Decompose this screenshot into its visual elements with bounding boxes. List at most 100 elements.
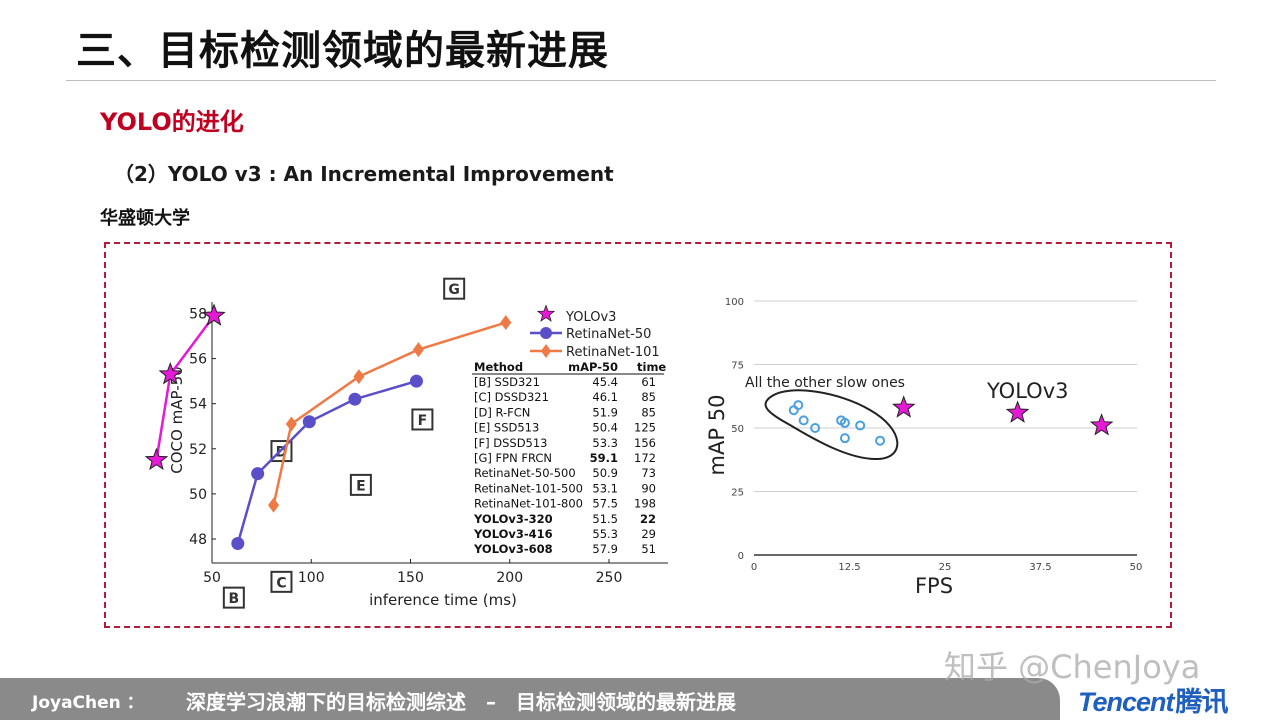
left-x-tick-label: 200 bbox=[496, 570, 523, 586]
logo-cn: 腾讯 bbox=[1175, 687, 1229, 717]
right-x-tick-label: 12.5 bbox=[838, 562, 860, 573]
series-line-retinanet-50 bbox=[236, 379, 417, 544]
table-cell-map: 45.4 bbox=[592, 375, 618, 389]
table-cell-method: YOLOv3-320 bbox=[473, 512, 553, 526]
table-cell-time: 125 bbox=[634, 421, 656, 435]
table-cell-map: 51.9 bbox=[592, 405, 618, 419]
method-box-label: D bbox=[276, 445, 288, 461]
left-x-tick-label: 150 bbox=[397, 570, 424, 586]
series-line-retinanet-101 bbox=[272, 321, 507, 506]
left-x-tick-label: 50 bbox=[203, 570, 221, 586]
right-y-tick-label: 25 bbox=[731, 488, 744, 499]
table-cell-time: 156 bbox=[634, 436, 656, 450]
left-y-tick-label: 52 bbox=[189, 442, 207, 458]
slow-method-point bbox=[793, 400, 804, 411]
right-y-tick-label: 0 bbox=[738, 551, 744, 562]
table-header-time: time bbox=[637, 360, 666, 374]
retinanet50-point bbox=[231, 537, 245, 551]
yolo-point bbox=[202, 303, 226, 326]
right-x-tick-label: 25 bbox=[939, 562, 952, 573]
yolo-annotation: YOLOv3 bbox=[986, 379, 1068, 403]
left-y-tick-label: 50 bbox=[189, 487, 207, 503]
method-box-label: C bbox=[276, 575, 286, 591]
slow-method-point bbox=[855, 420, 866, 431]
retinanet50-point bbox=[409, 374, 423, 388]
legend-marker-yolo bbox=[536, 304, 556, 322]
table-cell-map: 50.9 bbox=[592, 466, 618, 480]
slow-method-point bbox=[798, 415, 809, 426]
slide-title: 三、目标检测领域的最新进展 bbox=[76, 28, 609, 74]
right-x-tick-label: 0 bbox=[751, 562, 757, 573]
method-box bbox=[349, 473, 372, 496]
table-cell-method: [B] SSD321 bbox=[474, 375, 540, 389]
right-y-tick-label: 75 bbox=[731, 361, 744, 372]
table-cell-map: 51.5 bbox=[592, 512, 618, 526]
right-y-tick-label: 100 bbox=[725, 297, 744, 308]
table-cell-time: 73 bbox=[641, 466, 656, 480]
method-box bbox=[270, 570, 293, 593]
slow-method-point bbox=[788, 405, 799, 416]
left-x-axis-label: inference time (ms) bbox=[369, 591, 517, 609]
table-cell-method: RetinaNet-101-500 bbox=[474, 481, 583, 495]
retinanet50-point bbox=[348, 392, 362, 406]
affiliation-label: 华盛顿大学 bbox=[100, 208, 190, 229]
footer-author: JoyaChen ： bbox=[32, 693, 144, 713]
method-box-label: G bbox=[448, 282, 460, 298]
table-cell-method: RetinaNet-50-500 bbox=[474, 466, 576, 480]
method-box bbox=[443, 277, 466, 300]
table-cell-map: 50.4 bbox=[592, 421, 618, 435]
left-y-tick-label: 48 bbox=[189, 532, 207, 548]
table-cell-time: 22 bbox=[640, 512, 656, 526]
method-box-label: B bbox=[228, 591, 239, 607]
left-y-axis-label: COCO mAP-50 bbox=[168, 366, 186, 473]
method-box-label: F bbox=[418, 413, 428, 429]
slow-method-point bbox=[810, 423, 821, 433]
right-y-tick-label: 50 bbox=[731, 424, 744, 435]
table-cell-method: [G] FPN FRCN bbox=[474, 451, 552, 465]
table-cell-method: [F] DSSD513 bbox=[474, 436, 548, 450]
yolo-comparison-chart: 48 50 52 54 56 58 50 100 150 200 250 inference time… bbox=[144, 277, 668, 609]
left-y-tick-label: 58 bbox=[189, 307, 207, 323]
figure-frame bbox=[104, 242, 1172, 628]
retinanet101-point bbox=[412, 342, 424, 358]
watermark: 知乎 @ChenJoya bbox=[944, 648, 1201, 686]
yolo-fps-point bbox=[1089, 413, 1114, 436]
table-cell-method: [E] SSD513 bbox=[474, 421, 539, 435]
table-header-map: mAP-50 bbox=[568, 360, 618, 374]
right-y-axis-label: mAP 50 bbox=[705, 395, 729, 476]
table-cell-map: 59.1 bbox=[590, 451, 618, 465]
retinanet101-point bbox=[500, 315, 512, 331]
legend-marker-retinanet50 bbox=[540, 327, 552, 339]
left-x-tick-label: 100 bbox=[298, 570, 325, 586]
legend-marker-retinanet101 bbox=[541, 344, 551, 358]
slow-method-point bbox=[875, 435, 886, 446]
footer-text: 深度学习浪潮下的目标检测综述 – 目标检测领域的最新进展 bbox=[186, 690, 736, 714]
slide-subtitle: （2）YOLO v3 : An Incremental Improvement bbox=[114, 162, 614, 186]
retinanet50-point bbox=[302, 415, 316, 429]
table-cell-map: 57.5 bbox=[592, 497, 618, 511]
legend-label: RetinaNet-50 bbox=[566, 327, 651, 342]
yolo-fps-point bbox=[891, 395, 916, 418]
table-cell-method: [C] DSSD321 bbox=[474, 390, 549, 404]
table-cell-time: 172 bbox=[634, 451, 656, 465]
retinanet101-point bbox=[353, 369, 365, 385]
table-cell-method: RetinaNet-101-800 bbox=[474, 497, 583, 511]
right-x-axis-label: FPS bbox=[915, 574, 953, 598]
method-box bbox=[411, 408, 434, 431]
tencent-logo: Tencent腾讯 bbox=[1078, 680, 1229, 719]
slow-method-point bbox=[839, 417, 850, 428]
left-y-tick-label: 54 bbox=[189, 397, 207, 413]
table-cell-map: 57.9 bbox=[592, 542, 618, 556]
table-cell-time: 61 bbox=[641, 375, 656, 389]
footer-bar bbox=[0, 678, 1060, 720]
table-cell-map: 53.1 bbox=[592, 481, 618, 495]
table-header-method: Method bbox=[474, 360, 523, 374]
method-box-label: E bbox=[356, 478, 366, 494]
table-cell-time: 85 bbox=[641, 405, 656, 419]
yolo-point bbox=[158, 361, 183, 385]
legend-label: YOLOv3 bbox=[565, 310, 616, 325]
slow-ones-annotation: All the other slow ones bbox=[745, 375, 905, 391]
left-y-tick-label: 56 bbox=[189, 352, 207, 368]
yolo-fps-point bbox=[1005, 400, 1030, 423]
